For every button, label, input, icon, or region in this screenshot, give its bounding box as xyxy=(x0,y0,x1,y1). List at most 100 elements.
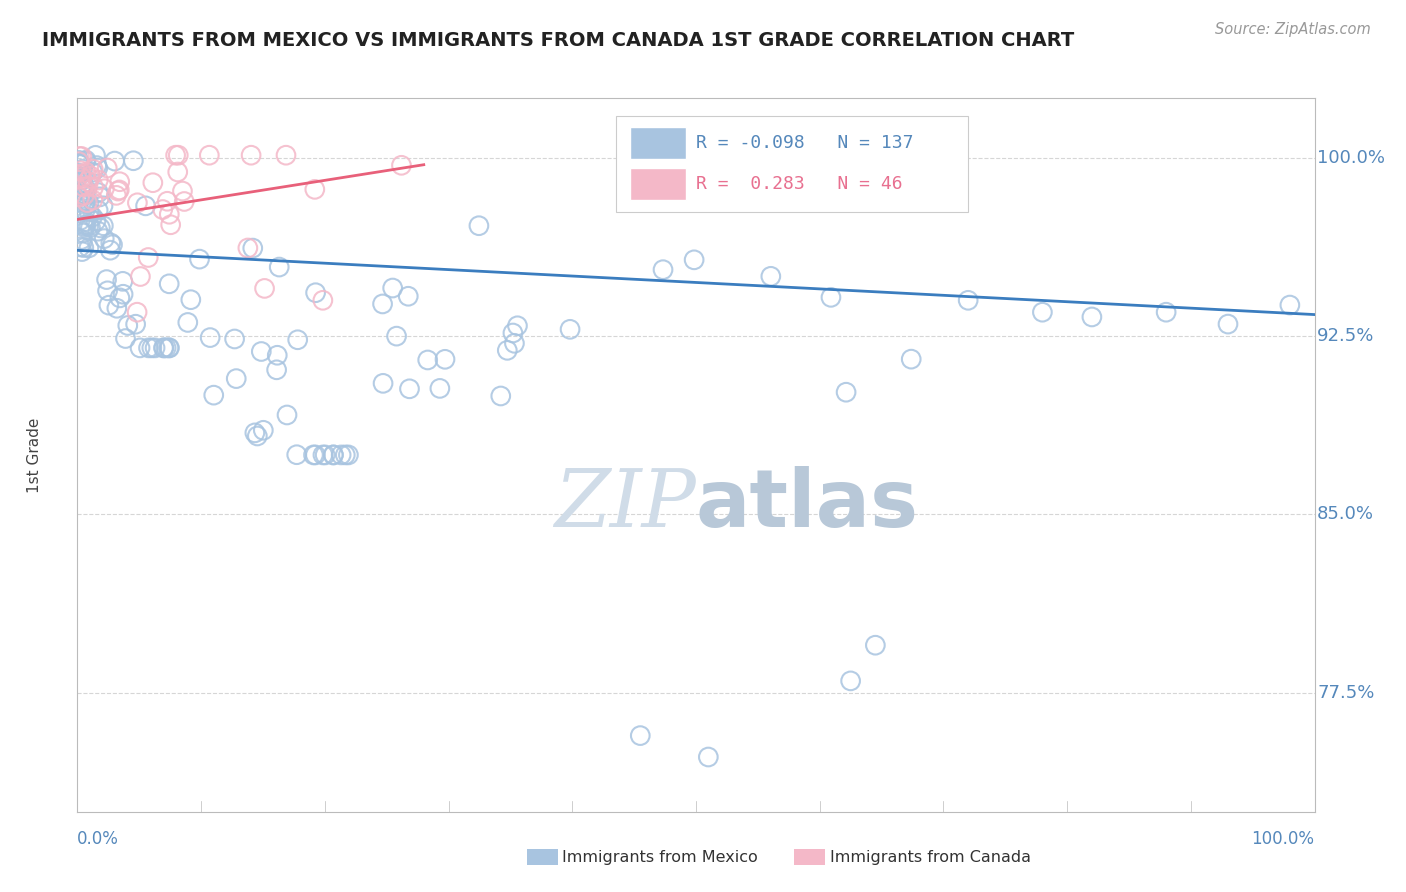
Immigrants from Canada xyxy=(70,163,93,178)
Immigrants from Mexico xyxy=(314,448,336,462)
Immigrants from Mexico xyxy=(138,341,160,355)
Immigrants from Mexico xyxy=(105,301,128,316)
Immigrants from Mexico xyxy=(304,448,326,462)
Immigrants from Mexico xyxy=(75,194,97,209)
Immigrants from Mexico xyxy=(79,220,101,235)
Text: Immigrants from Mexico: Immigrants from Mexico xyxy=(562,850,758,864)
Text: 100.0%: 100.0% xyxy=(1251,830,1315,847)
Immigrants from Mexico xyxy=(73,219,96,233)
Immigrants from Canada xyxy=(77,179,100,194)
Immigrants from Mexico xyxy=(502,326,524,340)
Immigrants from Mexico xyxy=(87,203,110,218)
Immigrants from Canada xyxy=(236,241,259,255)
Immigrants from Mexico xyxy=(371,376,394,391)
Immigrants from Mexico xyxy=(77,204,100,219)
Immigrants from Mexico xyxy=(322,448,344,462)
Immigrants from Mexico xyxy=(69,240,91,254)
Immigrants from Mexico xyxy=(398,382,420,396)
Immigrants from Mexico xyxy=(416,353,439,368)
Immigrants from Mexico xyxy=(93,232,115,246)
Text: atlas: atlas xyxy=(696,466,920,544)
Immigrants from Mexico xyxy=(285,448,308,462)
Bar xyxy=(616,116,969,212)
Immigrants from Canada xyxy=(76,174,98,188)
Text: R = -0.098   N = 137: R = -0.098 N = 137 xyxy=(696,134,914,152)
Immigrants from Mexico xyxy=(77,196,100,211)
Text: Source: ZipAtlas.com: Source: ZipAtlas.com xyxy=(1215,22,1371,37)
Immigrants from Canada xyxy=(391,158,413,172)
Text: 77.5%: 77.5% xyxy=(1317,684,1375,702)
Immigrants from Mexico xyxy=(100,235,122,250)
Immigrants from Mexico xyxy=(72,187,94,202)
Immigrants from Mexico xyxy=(429,381,451,395)
Immigrants from Mexico xyxy=(188,252,211,267)
Immigrants from Canada xyxy=(83,180,105,194)
Immigrants from Canada xyxy=(274,148,297,162)
Immigrants from Mexico xyxy=(86,159,108,173)
Immigrants from Mexico xyxy=(177,315,200,329)
Immigrants from Mexico xyxy=(652,262,675,277)
Immigrants from Canada xyxy=(69,190,91,204)
Immigrants from Mexico xyxy=(496,343,519,358)
Immigrants from Mexico xyxy=(287,333,309,347)
Immigrants from Mexico xyxy=(312,448,335,462)
Immigrants from Canada xyxy=(105,188,128,202)
Immigrants from Mexico xyxy=(628,729,651,743)
Immigrants from Mexico xyxy=(77,241,100,255)
Immigrants from Mexico xyxy=(159,341,181,355)
Immigrants from Canada xyxy=(76,195,98,210)
Immigrants from Mexico xyxy=(69,156,91,170)
Immigrants from Mexico xyxy=(141,341,163,355)
Immigrants from Canada xyxy=(67,154,90,169)
Immigrants from Mexico xyxy=(96,272,118,286)
Immigrants from Mexico xyxy=(759,269,782,284)
Immigrants from Mexico xyxy=(835,385,858,400)
Immigrants from Mexico xyxy=(252,423,274,437)
Text: Immigrants from Canada: Immigrants from Canada xyxy=(830,850,1031,864)
Immigrants from Mexico xyxy=(129,341,152,355)
Immigrants from Mexico xyxy=(73,241,96,255)
Immigrants from Canada xyxy=(240,148,263,162)
Immigrants from Mexico xyxy=(337,448,360,462)
Immigrants from Mexico xyxy=(73,188,96,202)
Immigrants from Mexico xyxy=(97,298,120,312)
Immigrants from Canada xyxy=(172,184,194,198)
Immigrants from Mexico xyxy=(89,220,111,235)
Immigrants from Mexico xyxy=(865,638,887,652)
Immigrants from Mexico xyxy=(1154,305,1177,319)
Immigrants from Mexico xyxy=(957,293,980,308)
Immigrants from Mexico xyxy=(87,161,110,175)
Immigrants from Mexico xyxy=(276,408,298,422)
Immigrants from Mexico xyxy=(114,332,136,346)
Text: 100.0%: 100.0% xyxy=(1317,149,1385,167)
Immigrants from Mexico xyxy=(72,226,94,240)
Immigrants from Mexico xyxy=(67,153,90,168)
Immigrants from Mexico xyxy=(108,291,131,305)
Immigrants from Mexico xyxy=(67,169,90,183)
Immigrants from Mexico xyxy=(155,341,177,355)
Immigrants from Canada xyxy=(159,218,181,232)
Immigrants from Mexico xyxy=(72,162,94,177)
Immigrants from Mexico xyxy=(91,199,114,213)
Text: 92.5%: 92.5% xyxy=(1317,327,1375,345)
Immigrants from Mexico xyxy=(67,195,90,210)
Immigrants from Canada xyxy=(167,148,190,162)
Immigrants from Mexico xyxy=(503,336,526,351)
Immigrants from Mexico xyxy=(117,318,139,333)
Immigrants from Mexico xyxy=(111,274,134,288)
Immigrants from Mexico xyxy=(468,219,491,233)
Immigrants from Mexico xyxy=(198,330,221,344)
Immigrants from Canada xyxy=(69,149,91,163)
Immigrants from Mexico xyxy=(143,341,166,355)
Immigrants from Mexico xyxy=(269,260,291,274)
Immigrants from Canada xyxy=(312,293,335,308)
Immigrants from Mexico xyxy=(122,153,145,168)
Immigrants from Mexico xyxy=(82,165,104,179)
Immigrants from Mexico xyxy=(1278,298,1301,312)
Immigrants from Canada xyxy=(129,269,152,284)
Immigrants from Mexico xyxy=(84,148,107,162)
Immigrants from Canada xyxy=(108,175,131,189)
Immigrants from Mexico xyxy=(152,341,174,355)
Immigrants from Mexico xyxy=(75,184,97,198)
Immigrants from Mexico xyxy=(489,389,512,403)
